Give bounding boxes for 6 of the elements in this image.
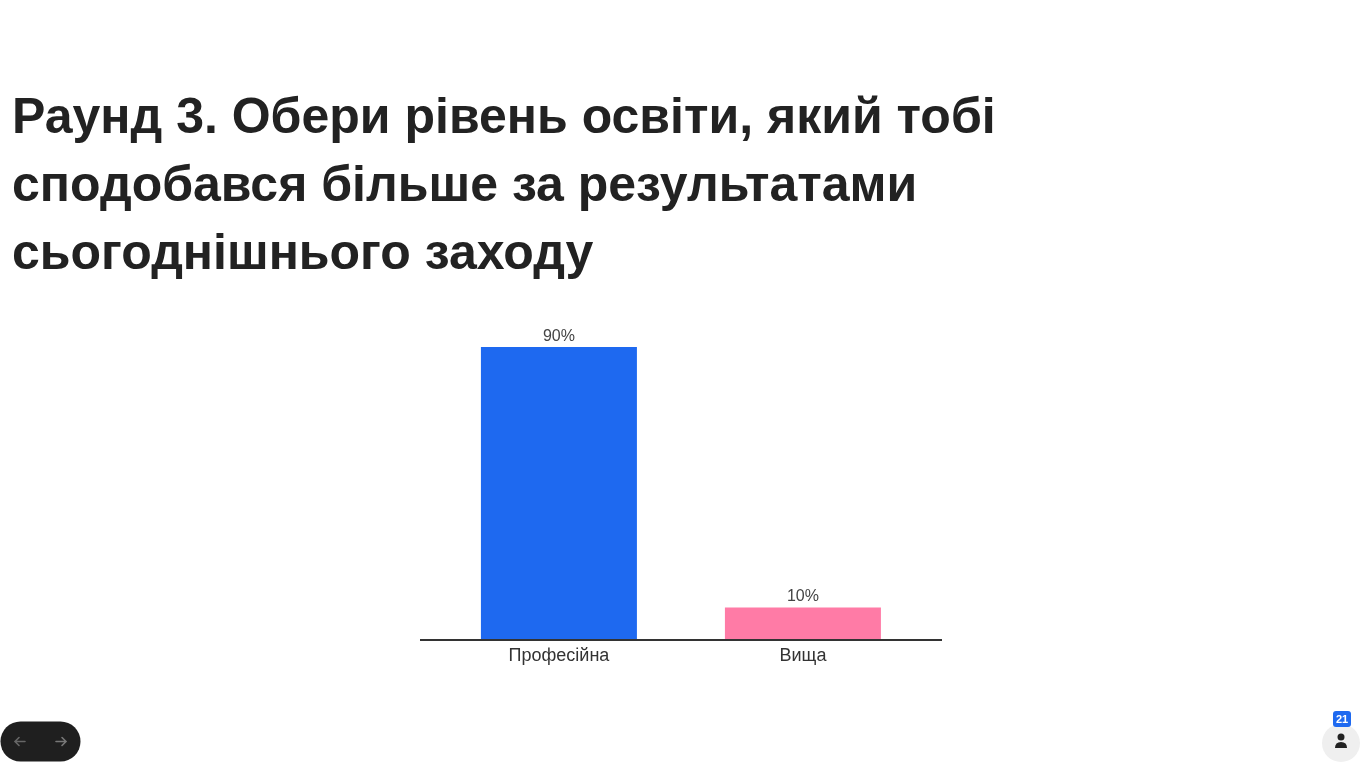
x-tick-label: Професійна [508,644,611,665]
data-label: 10% [786,587,819,605]
x-tick-label: Вища [779,644,828,665]
text: 21 [1333,711,1351,727]
data-label: 90% [542,327,575,344]
chart-title: Раунд 3. Обери рівень освіти, який тобі сподобався більше за результатами сьогоднішнього заходу [12,87,997,282]
